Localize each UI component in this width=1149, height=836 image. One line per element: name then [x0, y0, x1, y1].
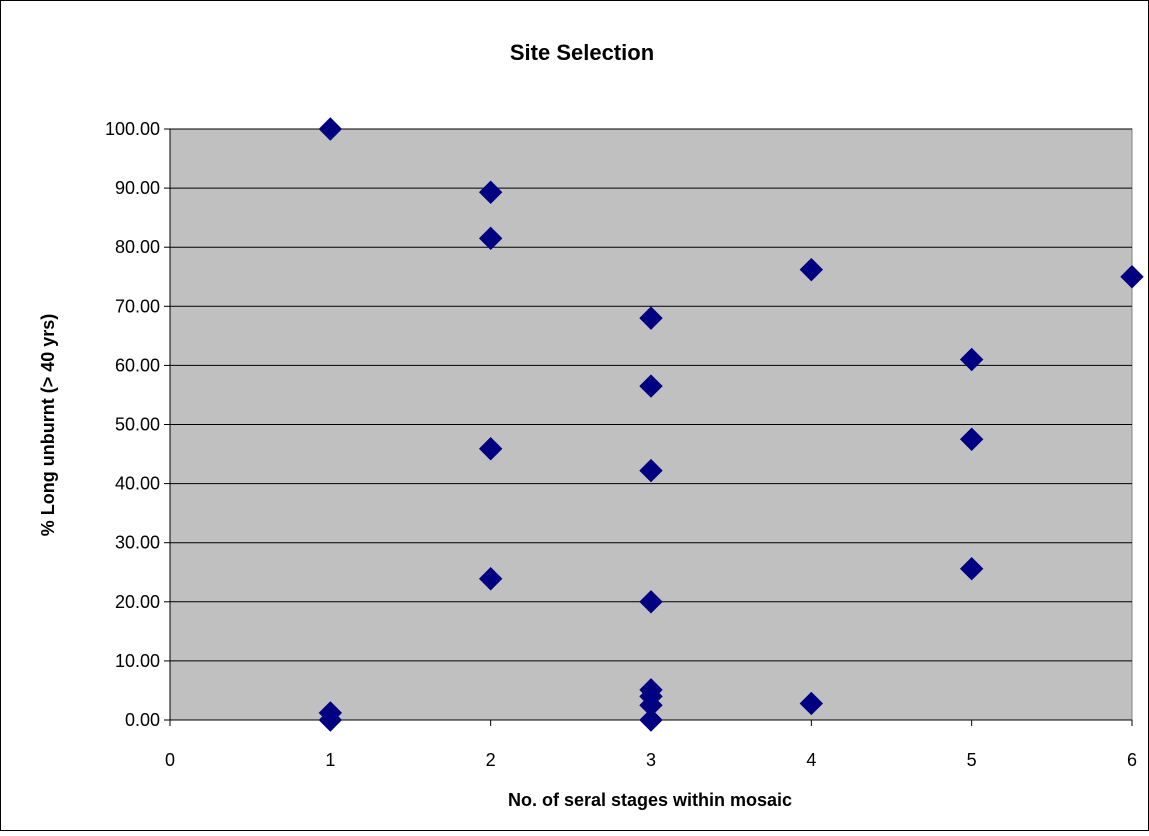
data-point — [478, 437, 503, 461]
y-tick-label: 30.00 — [115, 533, 160, 553]
y-tick-label: 80.00 — [115, 237, 160, 257]
data-point — [1120, 265, 1144, 289]
y-tick-label: 70.00 — [115, 296, 160, 316]
data-point — [478, 567, 503, 591]
data-point — [799, 691, 824, 716]
data-point — [639, 306, 663, 330]
x-tick-label: 5 — [967, 750, 977, 770]
data-point — [478, 226, 503, 251]
data-point — [639, 374, 663, 398]
y-tick-label: 60.00 — [115, 355, 160, 375]
x-tick-label: 4 — [806, 750, 816, 770]
y-tick-label: 90.00 — [115, 178, 160, 198]
data-point — [318, 117, 343, 141]
y-tick-label: 0.00 — [125, 710, 160, 730]
data-point — [639, 708, 663, 732]
y-tick-label: 50.00 — [115, 415, 160, 435]
data-point — [959, 427, 984, 451]
x-tick-label: 2 — [486, 750, 496, 770]
x-tick-label: 1 — [325, 750, 335, 770]
data-point — [478, 180, 503, 204]
x-axis-title: No. of seral stages within mosaic — [508, 790, 792, 810]
data-point — [959, 347, 984, 372]
x-tick-label: 6 — [1127, 750, 1137, 770]
data-point — [959, 556, 984, 581]
chart-title: Site Selection — [510, 40, 654, 65]
x-tick-label: 3 — [646, 750, 656, 770]
data-point — [799, 257, 824, 282]
y-tick-label: 10.00 — [115, 651, 160, 671]
y-axis-title: % Long unburnt (> 40 yrs) — [38, 314, 58, 537]
x-tick-label: 0 — [165, 750, 175, 770]
data-point — [318, 708, 343, 732]
data-point — [639, 590, 663, 614]
data-point — [639, 458, 663, 483]
tick-labels: 0.00 10.00 20.00 30.00 40.00 50.00 60.00 70.00 8… — [105, 119, 1137, 770]
y-tick-label: 100.00 — [105, 119, 160, 139]
y-tick-label: 40.00 — [115, 474, 160, 494]
y-tick-label: 20.00 — [115, 592, 160, 612]
data-points — [318, 117, 1144, 732]
